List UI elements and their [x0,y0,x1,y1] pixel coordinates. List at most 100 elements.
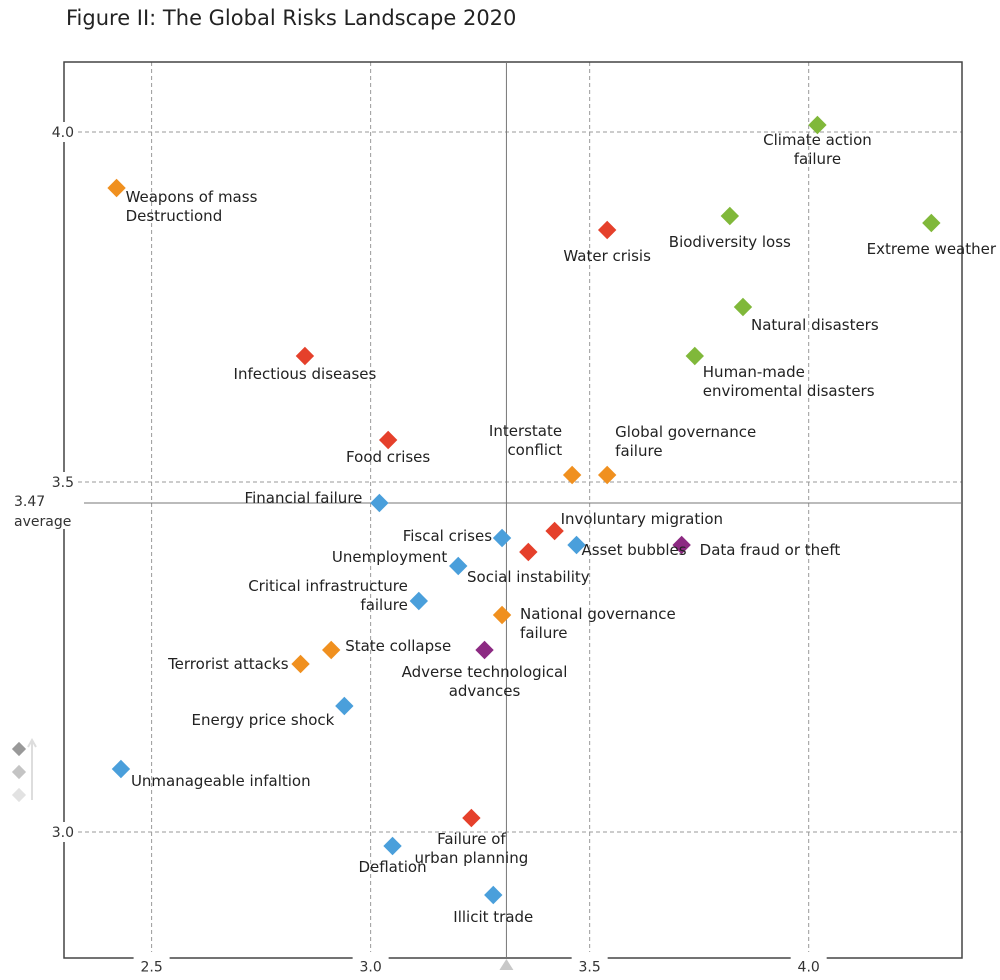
risk-label-line: Interstate [489,422,562,440]
risk-label-line: Global governance [615,423,756,441]
risk-label-3: Water crisis [563,247,651,265]
risk-point-23 [291,654,310,674]
risk-point-5 [922,213,941,233]
risk-label-25: Unmanageable infaltion [131,772,311,790]
risk-point-19 [409,591,429,611]
average-lines: 3.47 average [8,62,962,970]
x-tick-label: 3.0 [360,960,382,976]
risk-label-13: Fiscal crises [403,527,493,545]
risk-label-22: Adverse technological advances [402,663,568,700]
risk-point-13 [492,528,512,548]
risk-point-27 [383,836,402,856]
risk-label-2: Climate action failure [763,131,872,168]
risk-label-line: Failure of [437,830,506,848]
risk-label-16: Data fraud or theft [700,541,841,559]
risk-label-line: Deflation [358,858,426,876]
risk-label-27: Deflation [358,858,426,876]
risk-point-8 [685,346,704,366]
risk-label-5: Extreme weather [867,240,997,258]
point-labels: Weapons of mass Destructiond Climate actio… [126,131,997,926]
risk-label-20: National governance failure [520,605,676,642]
risk-point-1 [107,178,126,198]
x-tick-label: 2.5 [140,960,162,976]
risk-label-6: Natural disasters [751,316,879,334]
risk-point-3 [597,220,617,240]
risk-point-17 [519,542,538,562]
risk-label-line: Involuntary migration [561,510,723,528]
risk-point-28 [484,885,503,905]
risk-point-7 [295,346,315,366]
risk-label-23: Terrorist attacks [167,655,289,673]
x-tick-mask [352,952,389,966]
risk-point-24 [335,696,354,716]
risk-label-line: Terrorist attacks [167,655,289,673]
legend-diamond-dark [11,741,27,757]
risk-label-line: Critical infrastructure [248,577,408,595]
risk-label-line: Asset bubbles [582,541,687,559]
risk-point-10 [562,465,582,485]
x-average-marker [499,959,514,970]
risk-label-line: Natural disasters [751,316,879,334]
risk-label-line: Data fraud or theft [700,541,841,559]
risk-label-19: Critical infrastructure failure [248,577,408,614]
risk-label-line: failure [794,150,841,168]
risk-label-line: enviromental disasters [703,382,875,400]
x-tick-mask [571,952,608,966]
data-points [107,115,941,905]
risk-point-22 [475,640,494,660]
risk-label-18: Unemployment [332,548,447,566]
risk-label-line: State collapse [345,637,451,655]
y-tick-mask [42,122,76,142]
grid-layer [64,62,962,958]
risk-label-line: Illicit trade [453,908,533,926]
risk-label-line: failure [520,624,567,642]
risk-label-1: Weapons of mass Destructiond [126,188,258,225]
risk-label-17: Social instability [467,568,590,586]
risk-label-line: Destructiond [126,207,223,225]
legend-diamond-light [11,787,27,803]
risk-point-20 [492,605,512,625]
x-tick-mask [133,952,170,966]
risk-label-line: Social instability [467,568,590,586]
risk-label-7: Infectious diseases [234,365,377,383]
risk-label-line: Climate action [763,131,872,149]
legend-arrow-head [27,737,37,748]
risk-point-6 [733,297,753,317]
risk-point-25 [111,759,131,779]
risk-point-11 [597,465,617,485]
risk-label-line: Infectious diseases [234,365,377,383]
risk-label-10: Interstate conflict [489,422,562,459]
x-tick-label: 4.0 [798,960,820,976]
risk-point-18 [449,556,468,576]
x-tick-label: 3.5 [579,960,601,976]
risk-label-21: State collapse [345,637,451,655]
risk-label-line: Energy price shock [192,711,335,729]
risk-point-9 [378,430,398,450]
y-tick-label: 3.0 [52,825,74,841]
risk-label-26: Failure of urban planning [415,830,529,867]
risk-point-14 [545,521,564,541]
risk-label-line: Human-made [703,363,805,381]
risk-label-line: Biodiversity loss [669,233,791,251]
risk-point-2 [808,115,827,135]
risk-label-line: Water crisis [563,247,651,265]
y-tick-mask [42,472,76,492]
risk-label-line: National governance [520,605,676,623]
risk-label-line: Unemployment [332,548,447,566]
risk-label-15: Asset bubbles [582,541,687,559]
risk-point-12 [370,493,389,513]
risk-point-16 [672,535,691,555]
risk-label-line: urban planning [415,849,529,867]
risk-point-15 [567,535,586,555]
risk-label-line: Fiscal crises [403,527,493,545]
risk-label-line: conflict [507,441,562,459]
risk-point-21 [322,640,341,660]
risk-label-28: Illicit trade [453,908,533,926]
risk-label-line: failure [360,596,407,614]
average-text-label: average [14,514,71,530]
y-tick-label: 3.5 [52,475,74,491]
risk-label-11: Global governance failure [615,423,756,460]
y-tick-label: 4.0 [52,125,74,141]
risk-point-4 [720,206,740,226]
